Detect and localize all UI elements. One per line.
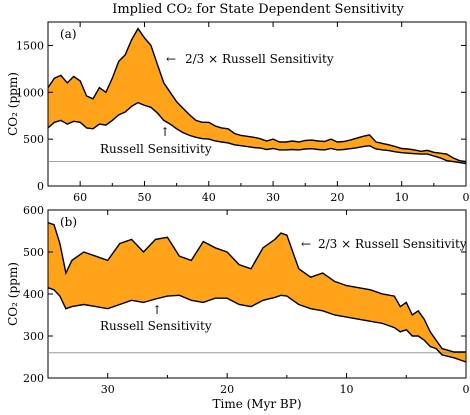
x-axis-label: Time (Myr BP) (212, 397, 301, 411)
panel-a-series-lower-line (47, 101, 467, 165)
panel-b-ytick-label: 300 (23, 330, 44, 343)
panel-b-ytick-label: 600 (23, 204, 44, 217)
panel-a-label: (a) (60, 27, 77, 41)
panel-b-xtick-label: 20 (220, 383, 234, 396)
panel-a-series-upper-line (47, 27, 467, 163)
panel-b-band (48, 222, 466, 363)
panel-a-ytick-label: 0 (37, 180, 44, 193)
panel-b-annotation-upper: 2/3 × Russell Sensitivity (318, 237, 467, 251)
panel-a-xtick-label: 40 (202, 191, 216, 204)
panel-a-xtick-label: 10 (395, 191, 409, 204)
panel-b-ylabel-text: CO₂ (ppm) (6, 262, 20, 326)
panel-b-ylabel: CO₂ (ppm) (6, 262, 20, 326)
panel-a-ytick-label: 1000 (16, 86, 44, 99)
panel-a: (a) CO₂ (ppm) 2/3 × Russell Sensitivity … (6, 21, 470, 204)
panel-b-annotation-lower-arrow: ↑ (152, 303, 162, 317)
panel-b-xtick-label: 10 (340, 383, 354, 396)
panel-a-xtick-label: 30 (266, 191, 280, 204)
panel-b-ytick-label: 400 (23, 288, 44, 301)
panel-a-xtick-label: 60 (73, 191, 87, 204)
panel-a-band (48, 28, 466, 164)
panel-a-frame (47, 21, 467, 187)
panel-a-annotation-upper: 2/3 × Russell Sensitivity (185, 52, 334, 66)
panel-b-ytick-label: 500 (23, 246, 44, 259)
panel-a-xtick-label: 20 (330, 191, 344, 204)
panel-a-annotation-lower-arrow: ↑ (160, 125, 170, 139)
panel-b-series-upper-line (47, 221, 466, 353)
panel-a-xtick-label: 50 (137, 191, 151, 204)
panel-a-xtick-label: 0 (463, 191, 470, 204)
panel-b: (b) CO₂ (ppm) 2/3 × Russell Sensitivity … (6, 204, 470, 396)
panel-a-ylabel-text: CO₂ (ppm) (6, 72, 20, 136)
panel-b-label: (b) (60, 215, 77, 229)
panel-b-annotation-upper-arrow: ← (301, 237, 311, 251)
panel-b-series-lower-line (47, 287, 467, 363)
panel-a-annotation-lower: Russell Sensitivity (100, 142, 212, 156)
panel-a-ytick-label: 500 (23, 133, 44, 146)
panel-b-annotation-lower: Russell Sensitivity (100, 319, 212, 333)
panel-a-ylabel: CO₂ (ppm) (6, 72, 20, 136)
panel-b-xtick-label: 0 (463, 383, 470, 396)
panel-a-ytick-label: 1500 (16, 39, 44, 52)
panel-a-annotation-upper-arrow: ← (166, 52, 176, 66)
chart-title: Implied CO₂ for State Dependent Sensitiv… (112, 2, 404, 17)
panel-b-xtick-label: 30 (101, 383, 115, 396)
panel-b-ytick-label: 200 (23, 372, 44, 385)
